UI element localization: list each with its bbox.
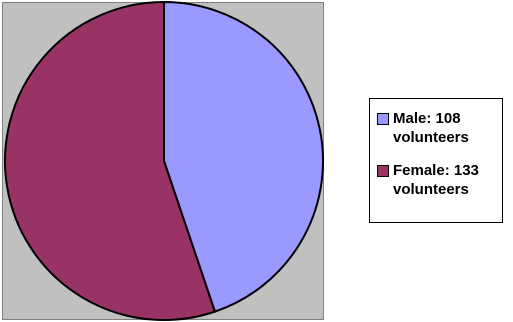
legend-entry-female: Female: 133 volunteers bbox=[377, 161, 496, 199]
legend-label-female: Female: 133 volunteers bbox=[393, 162, 479, 198]
pie-slice-male bbox=[163, 1, 324, 313]
legend: Male: 108 volunteers Female: 133 volunte… bbox=[369, 98, 503, 223]
legend-label-male: Male: 108 volunteers bbox=[393, 110, 469, 146]
legend-entry-male: Male: 108 volunteers bbox=[377, 109, 496, 147]
pie-slice-female bbox=[3, 1, 216, 321]
legend-swatch-male bbox=[377, 113, 389, 125]
legend-swatch-female bbox=[377, 165, 389, 177]
